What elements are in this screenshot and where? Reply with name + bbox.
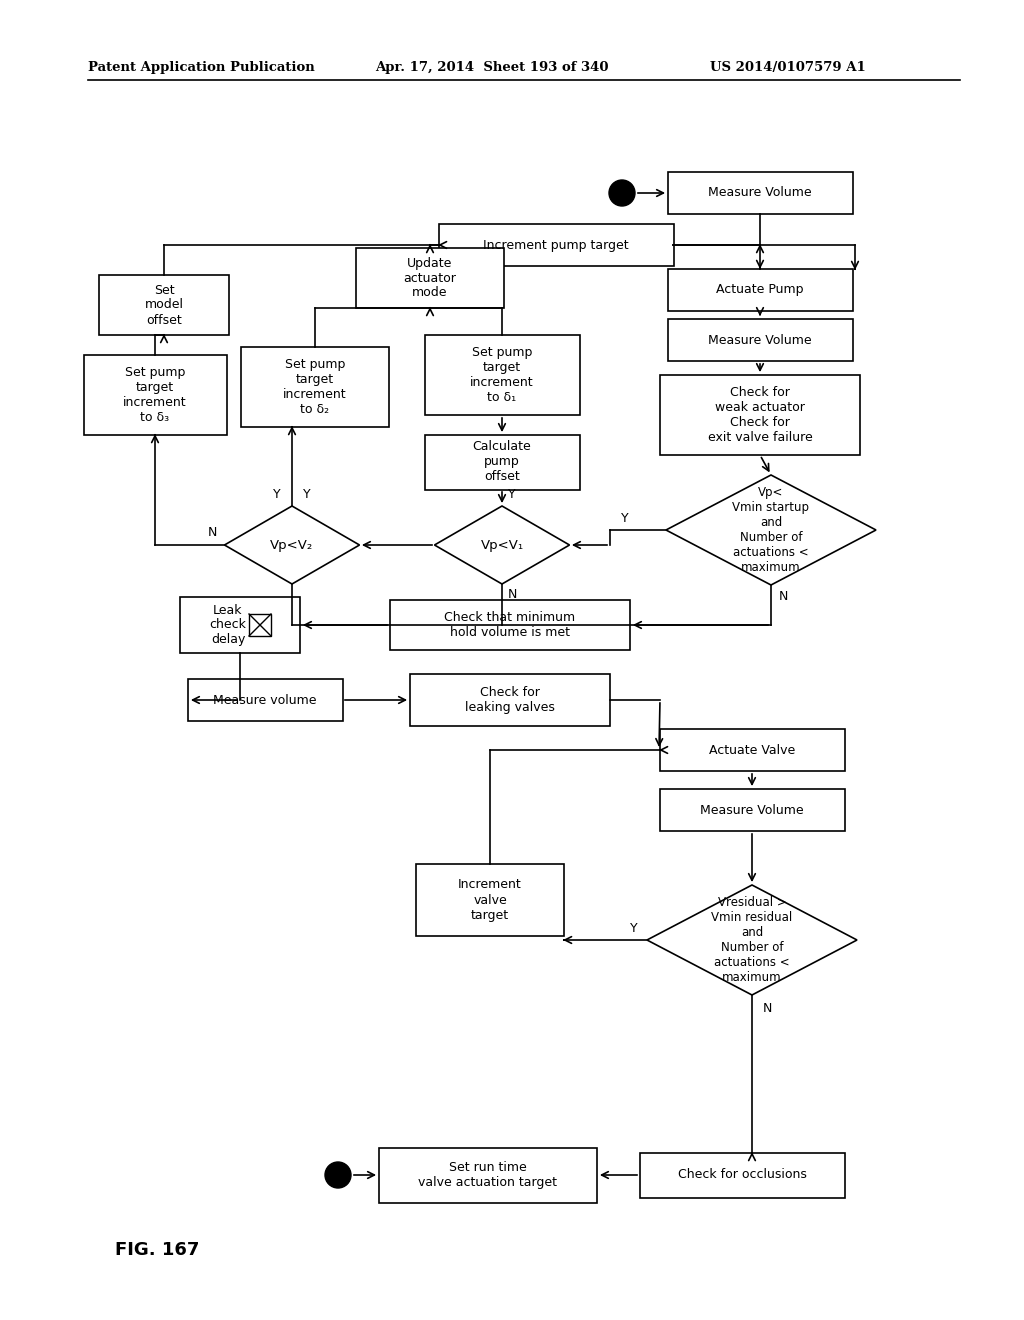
Text: Update
actuator
mode: Update actuator mode — [403, 256, 457, 300]
Text: Increment
valve
target: Increment valve target — [458, 879, 522, 921]
Text: Check that minimum
hold volume is met: Check that minimum hold volume is met — [444, 611, 575, 639]
Text: Y: Y — [273, 488, 281, 502]
Text: Increment pump target: Increment pump target — [483, 239, 629, 252]
Text: Set
model
offset: Set model offset — [144, 284, 183, 326]
Polygon shape — [434, 506, 569, 583]
Text: Set pump
target
increment
to δ₃: Set pump target increment to δ₃ — [123, 366, 186, 424]
Text: Y: Y — [622, 511, 629, 524]
Text: Set pump
target
increment
to δ₁: Set pump target increment to δ₁ — [470, 346, 534, 404]
Text: N: N — [762, 1002, 772, 1015]
Text: Actuate Valve: Actuate Valve — [709, 743, 795, 756]
Text: Check for
weak actuator
Check for
exit valve failure: Check for weak actuator Check for exit v… — [708, 385, 812, 444]
FancyBboxPatch shape — [249, 614, 271, 636]
Text: Set run time
valve actuation target: Set run time valve actuation target — [419, 1162, 557, 1189]
FancyBboxPatch shape — [425, 335, 580, 414]
FancyBboxPatch shape — [425, 434, 580, 490]
FancyBboxPatch shape — [659, 729, 845, 771]
Text: Set pump
target
increment
to δ₂: Set pump target increment to δ₂ — [284, 358, 347, 416]
Text: Measure Volume: Measure Volume — [700, 804, 804, 817]
FancyBboxPatch shape — [668, 172, 853, 214]
Polygon shape — [647, 884, 857, 995]
Text: Measure Volume: Measure Volume — [709, 186, 812, 199]
Text: Measure volume: Measure volume — [213, 693, 316, 706]
FancyBboxPatch shape — [390, 601, 630, 649]
FancyBboxPatch shape — [187, 678, 342, 721]
Text: Patent Application Publication: Patent Application Publication — [88, 62, 314, 74]
FancyBboxPatch shape — [668, 319, 853, 360]
FancyBboxPatch shape — [660, 375, 860, 455]
FancyBboxPatch shape — [659, 789, 845, 832]
Text: Vp<
Vmin startup
and
Number of
actuations <
maximum: Vp< Vmin startup and Number of actuation… — [732, 486, 810, 574]
Circle shape — [609, 180, 635, 206]
FancyBboxPatch shape — [640, 1152, 845, 1197]
FancyBboxPatch shape — [416, 865, 564, 936]
FancyBboxPatch shape — [180, 597, 300, 653]
Polygon shape — [224, 506, 359, 583]
Text: Leak
check
delay: Leak check delay — [210, 603, 247, 647]
Text: FIG. 167: FIG. 167 — [115, 1241, 200, 1259]
FancyBboxPatch shape — [84, 355, 226, 436]
Text: Check for occlusions: Check for occlusions — [678, 1168, 807, 1181]
Text: Measure Volume: Measure Volume — [709, 334, 812, 346]
Polygon shape — [666, 475, 876, 585]
Text: Y: Y — [508, 488, 516, 502]
Text: Vresidual >
Vmin residual
and
Number of
actuations <
maximum: Vresidual > Vmin residual and Number of … — [712, 896, 793, 983]
Text: Y: Y — [630, 921, 638, 935]
FancyBboxPatch shape — [241, 347, 389, 426]
Text: US 2014/0107579 A1: US 2014/0107579 A1 — [710, 62, 865, 74]
FancyBboxPatch shape — [99, 275, 229, 335]
Circle shape — [325, 1162, 351, 1188]
Text: Vp<V₁: Vp<V₁ — [480, 539, 523, 552]
Text: Vp<V₂: Vp<V₂ — [270, 539, 313, 552]
Text: Calculate
pump
offset: Calculate pump offset — [473, 441, 531, 483]
FancyBboxPatch shape — [668, 269, 853, 312]
FancyBboxPatch shape — [379, 1147, 597, 1203]
Text: Y: Y — [303, 488, 311, 502]
Text: N: N — [207, 527, 217, 540]
Text: Check for
leaking valves: Check for leaking valves — [465, 686, 555, 714]
FancyBboxPatch shape — [356, 248, 504, 308]
FancyBboxPatch shape — [438, 224, 674, 267]
Text: N: N — [507, 589, 517, 602]
Text: N: N — [778, 590, 787, 603]
FancyBboxPatch shape — [410, 675, 610, 726]
Text: Apr. 17, 2014  Sheet 193 of 340: Apr. 17, 2014 Sheet 193 of 340 — [375, 62, 608, 74]
Text: Actuate Pump: Actuate Pump — [716, 284, 804, 297]
